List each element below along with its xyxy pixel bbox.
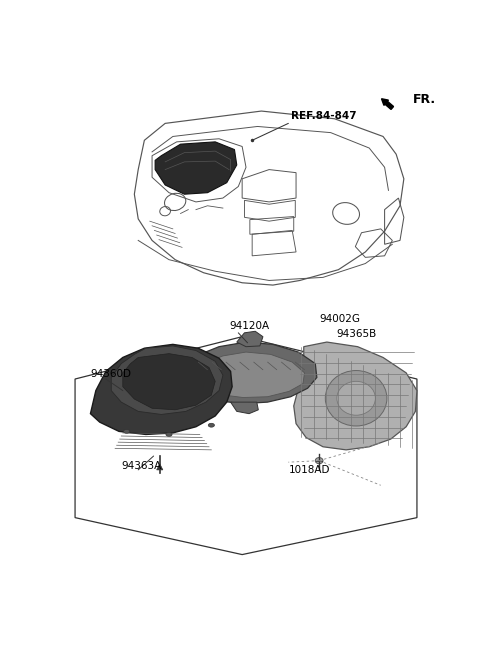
Ellipse shape (337, 381, 375, 415)
Text: 1018AD: 1018AD (288, 465, 330, 475)
Text: 94363A: 94363A (121, 461, 161, 472)
Polygon shape (123, 354, 215, 410)
Polygon shape (155, 142, 237, 194)
FancyArrow shape (382, 99, 394, 110)
Ellipse shape (315, 458, 323, 464)
Text: 94002G: 94002G (319, 314, 360, 323)
Text: FR.: FR. (413, 92, 436, 106)
Polygon shape (111, 346, 223, 415)
Polygon shape (90, 344, 232, 434)
Polygon shape (183, 342, 317, 403)
Text: 94365B: 94365B (337, 329, 377, 339)
Text: 94120A: 94120A (229, 321, 269, 331)
Polygon shape (192, 352, 304, 398)
Ellipse shape (208, 423, 215, 427)
Ellipse shape (123, 430, 130, 434)
Polygon shape (156, 464, 163, 470)
Ellipse shape (325, 371, 387, 426)
Text: 94360D: 94360D (90, 369, 132, 379)
Ellipse shape (166, 432, 172, 436)
Polygon shape (237, 331, 263, 346)
Polygon shape (294, 342, 417, 450)
Polygon shape (230, 402, 258, 414)
Text: REF.84-847: REF.84-847 (291, 111, 356, 121)
